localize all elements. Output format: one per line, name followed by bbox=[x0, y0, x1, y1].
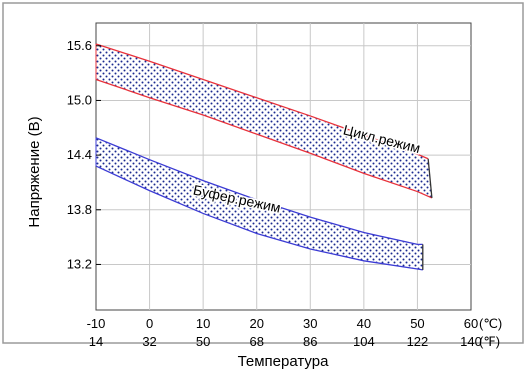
x-tick-label-celsius: 50 bbox=[410, 316, 424, 331]
x-tick-label-fahrenheit: 104 bbox=[353, 334, 375, 349]
x-tick-label-fahrenheit: 140 bbox=[460, 334, 482, 349]
x-axis-label: Температура bbox=[238, 353, 330, 369]
band-end-line-cycle bbox=[427, 158, 433, 198]
x-tick-label-fahrenheit: 86 bbox=[303, 334, 317, 349]
band-upper-line-buffer bbox=[95, 137, 423, 246]
x-unit-fahrenheit: (℉) bbox=[479, 334, 500, 349]
y-tick-label: 13.2 bbox=[67, 256, 92, 271]
y-tick-label: 13.8 bbox=[67, 202, 92, 217]
x-tick-label-fahrenheit: 122 bbox=[407, 334, 429, 349]
y-tick-label: 14.4 bbox=[67, 147, 92, 162]
x-tick-label-celsius: 60 bbox=[464, 316, 478, 331]
x-tick-label-celsius: 10 bbox=[196, 316, 210, 331]
x-tick-label-fahrenheit: 68 bbox=[249, 334, 263, 349]
x-axis-ticks: -1014032105020683086401045012260140(℃)(℉… bbox=[87, 316, 503, 349]
band-lower-line-buffer bbox=[95, 165, 423, 271]
y-tick-label: 15.0 bbox=[67, 92, 92, 107]
band-lower-line-cycle bbox=[95, 78, 433, 199]
y-axis-ticks: 15.6 15.0 14.4 13.8 13.2 bbox=[67, 38, 101, 271]
y-tick-label: 15.6 bbox=[67, 38, 92, 53]
band-fill-cycle bbox=[96, 43, 432, 198]
x-tick-label-celsius: 20 bbox=[249, 316, 263, 331]
x-tick-label-fahrenheit: 50 bbox=[196, 334, 210, 349]
band-upper-line-cycle bbox=[95, 43, 429, 160]
x-tick-label-celsius: 30 bbox=[303, 316, 317, 331]
y-axis-label: Напряжение (В) bbox=[26, 116, 43, 227]
x-unit-celsius: (℃) bbox=[479, 316, 502, 331]
x-tick-label-celsius: -10 bbox=[87, 316, 106, 331]
x-tick-label-celsius: 40 bbox=[357, 316, 371, 331]
x-tick-label-celsius: 0 bbox=[146, 316, 153, 331]
x-tick-label-fahrenheit: 32 bbox=[142, 334, 156, 349]
x-tick-label-fahrenheit: 14 bbox=[89, 334, 103, 349]
